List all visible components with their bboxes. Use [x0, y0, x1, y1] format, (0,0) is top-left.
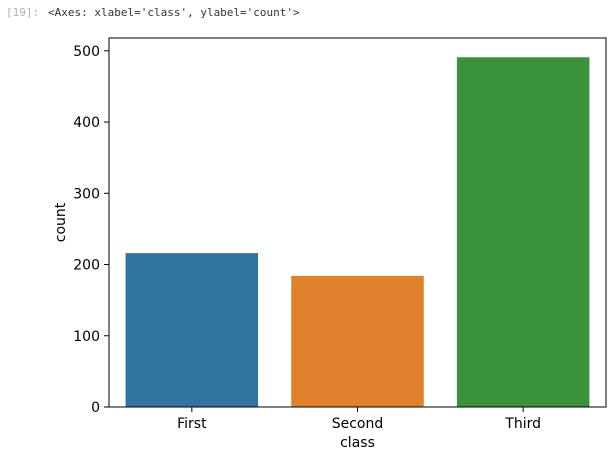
bar-third — [456, 57, 590, 408]
bars-group — [125, 57, 590, 408]
y-tick-label: 0 — [91, 400, 100, 416]
x-tick-label: Third — [504, 416, 541, 432]
bar-first — [125, 253, 259, 407]
x-tick-label: Second — [332, 416, 384, 432]
output-text: <Axes: xlabel='class', ylabel='count'> — [48, 6, 300, 19]
cell-output: [19]: <Axes: xlabel='class', ylabel='cou… — [0, 0, 612, 24]
execution-count: [19]: — [6, 6, 40, 19]
y-tick-label: 300 — [73, 186, 100, 202]
y-tick-label: 200 — [73, 258, 100, 274]
y-tick-label: 100 — [73, 329, 100, 345]
bar-second — [291, 275, 424, 407]
y-tick-label: 500 — [73, 44, 100, 60]
y-tick-label: 400 — [73, 115, 100, 131]
y-axis-label: count — [53, 202, 69, 242]
x-axis-label: class — [340, 435, 375, 451]
x-tick-label: First — [177, 416, 207, 432]
x-axis-ticks: First Second Third — [177, 407, 541, 432]
y-axis-ticks: 0 100 200 300 400 500 — [73, 44, 109, 416]
